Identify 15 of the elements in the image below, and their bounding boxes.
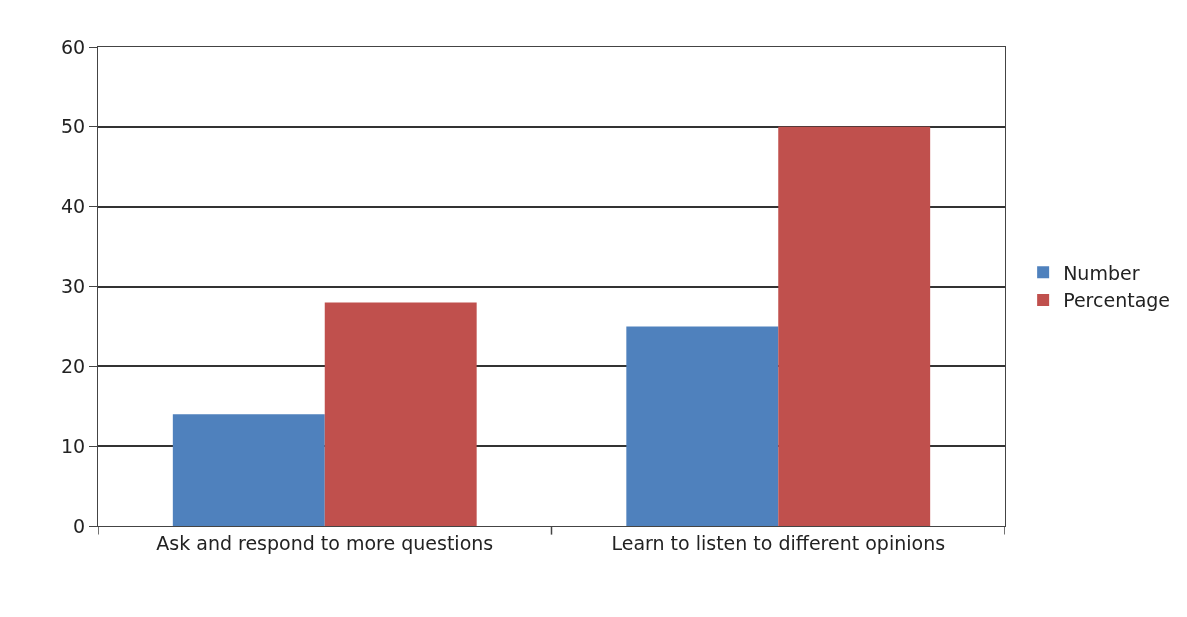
bar bbox=[778, 126, 931, 526]
legend-label: Percentage bbox=[1063, 289, 1171, 312]
y-tick-label: 50 bbox=[61, 115, 86, 138]
y-tick-label: 0 bbox=[73, 514, 86, 537]
y-tick-label: 60 bbox=[61, 35, 86, 58]
y-tick-label: 30 bbox=[61, 275, 86, 298]
x-tick-label: Ask and respond to more questions bbox=[156, 531, 494, 554]
y-tick-label: 10 bbox=[61, 434, 86, 457]
y-tick-label: 20 bbox=[61, 354, 86, 377]
y-tick-label: 40 bbox=[61, 195, 86, 218]
legend-label: Number bbox=[1063, 261, 1140, 284]
bar bbox=[626, 326, 779, 526]
bar bbox=[324, 302, 477, 526]
bar bbox=[172, 414, 325, 526]
x-tick-label: Learn to listen to different opinions bbox=[611, 531, 946, 554]
